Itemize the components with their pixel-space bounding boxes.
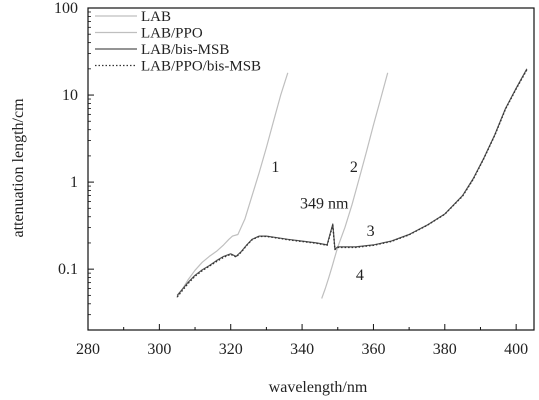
x-tick-label: 400: [504, 341, 528, 358]
series-layer: [176, 68, 528, 299]
plot-border: [87, 7, 535, 331]
y-tick-label: 10: [62, 87, 78, 104]
annotations-layer: 1 2 3 4 349 nm: [271, 159, 374, 284]
y-tick-label: 0.1: [58, 261, 78, 278]
curve-annotation: 1: [271, 159, 279, 176]
series-line-1: [176, 72, 289, 299]
curve-annotation: 4: [356, 267, 364, 284]
x-axis-title: wavelength/nm: [269, 379, 368, 396]
series-line-2: [321, 72, 389, 299]
legend-label: LAB/PPO/bis-MSB: [141, 59, 261, 75]
curve-annotation: 2: [350, 159, 358, 176]
x-tick-label: 360: [361, 341, 385, 358]
curve-annotation: 3: [367, 223, 375, 240]
x-tick-label: 340: [290, 341, 314, 358]
ticks-layer: 280 300 320 340 360 380 400 0.1 1 10 100: [54, 0, 528, 358]
x-tick-label: 300: [147, 341, 171, 358]
series-line-3: [176, 68, 528, 296]
y-tick-label: 1: [70, 174, 78, 191]
legend-label: LAB/PPO: [141, 26, 203, 42]
legend-label: LAB: [141, 9, 171, 25]
x-tick-label: 280: [76, 341, 100, 358]
x-tick-label: 380: [433, 341, 457, 358]
y-tick-label: 100: [54, 0, 78, 17]
y-axis-title: attenuation length/cm: [10, 98, 27, 238]
curve-annotation: 349 nm: [300, 195, 349, 212]
x-tick-label: 320: [219, 341, 243, 358]
series-line-4: [176, 69, 528, 298]
plot-frame: [87, 7, 535, 331]
legend-label: LAB/bis-MSB: [141, 42, 229, 58]
